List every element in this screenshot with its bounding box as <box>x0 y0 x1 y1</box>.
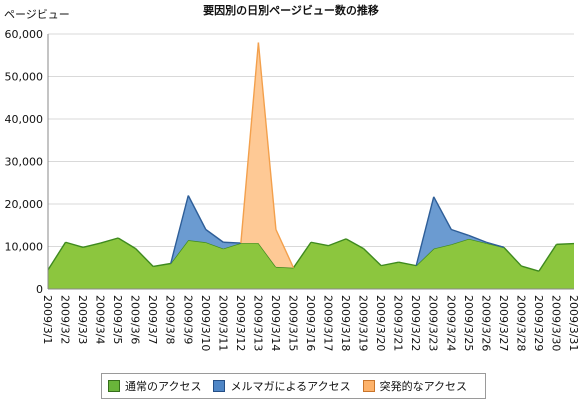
series-line-1 <box>223 241 241 244</box>
series-line-0 <box>345 238 364 250</box>
x-tick-label: 2009/3/6 <box>129 295 142 344</box>
x-tick-label: 2009/3/15 <box>286 295 299 351</box>
series-line-0 <box>538 243 558 272</box>
x-tick-label: 2009/3/25 <box>462 295 475 351</box>
legend-label-sudden: 突発的なアクセス <box>379 380 468 393</box>
x-tick-label: 2009/3/4 <box>94 295 107 344</box>
y-tick-label: 20,000 <box>5 198 44 211</box>
x-tick-label: 2009/3/12 <box>234 295 247 351</box>
series-line-2 <box>257 42 277 230</box>
series-line-0 <box>328 238 347 247</box>
series-line-0 <box>82 242 101 249</box>
x-tick-label: 2009/3/14 <box>269 295 282 351</box>
legend-item-normal: 通常のアクセス <box>108 378 201 394</box>
x-tick-label: 2009/3/27 <box>497 295 510 351</box>
legend-label-newsletter: メルマガによるアクセス <box>230 380 351 393</box>
series-line-0 <box>398 261 417 267</box>
x-tick-label: 2009/3/23 <box>427 295 440 351</box>
series-line-0 <box>503 246 522 267</box>
series-line-0 <box>100 237 119 244</box>
x-tick-label: 2009/3/5 <box>111 295 124 344</box>
area-layer <box>47 42 575 289</box>
series-line-0 <box>117 237 137 250</box>
x-tick-label: 2009/3/7 <box>146 295 159 344</box>
series-line-1 <box>187 195 207 230</box>
y-tick-label: 60,000 <box>5 28 44 41</box>
series-line-0 <box>556 242 575 246</box>
series-line-1 <box>451 228 470 237</box>
series-area-0 <box>48 238 574 289</box>
series-line-0 <box>381 261 399 267</box>
y-tick-label: 40,000 <box>5 113 44 126</box>
series-line-0 <box>65 241 84 249</box>
series-line-1 <box>468 234 487 243</box>
series-line-1 <box>486 241 505 249</box>
x-tick-label: 2009/3/26 <box>479 295 492 351</box>
legend-item-sudden: 突発的なアクセス <box>362 378 468 394</box>
legend-swatch-normal <box>108 380 120 392</box>
x-tick-label: 2009/3/3 <box>76 295 89 344</box>
series-line-0 <box>292 241 312 269</box>
x-tick-label: 2009/3/31 <box>567 295 580 351</box>
x-tick-label: 2009/3/11 <box>216 295 229 351</box>
x-tick-label: 2009/3/16 <box>304 295 317 351</box>
y-tick-label: 30,000 <box>5 156 44 169</box>
series-line-2 <box>240 42 260 244</box>
legend-swatch-newsletter <box>213 380 226 392</box>
y-axis-label: ページビュー <box>4 8 70 21</box>
legend: 通常のアクセス メルマガによるアクセス 突発的なアクセス <box>101 373 486 399</box>
x-tick-label: 2009/3/8 <box>164 295 177 344</box>
x-tick-label: 2009/3/18 <box>339 295 352 351</box>
series-line-1 <box>170 195 189 264</box>
series-line-1 <box>433 196 452 230</box>
x-tick-label: 2009/3/10 <box>199 295 212 351</box>
x-tick-label: 2009/3/22 <box>409 295 422 351</box>
y-tick-label: 0 <box>36 283 43 296</box>
x-tick-label: 2009/3/19 <box>357 295 370 351</box>
legend-item-newsletter: メルマガによるアクセス <box>213 378 351 394</box>
x-tick-label: 2009/3/21 <box>392 295 405 351</box>
chart-title: 要因別の日別ページビュー数の推移 <box>203 3 379 17</box>
series-line-0 <box>521 265 540 272</box>
x-tick-label: 2009/3/1 <box>41 295 54 344</box>
legend-swatch-sudden <box>362 380 375 392</box>
x-tick-label: 2009/3/30 <box>549 295 562 351</box>
x-tick-label: 2009/3/9 <box>181 295 194 344</box>
axis-layer: 0 10,000 20,000 30,000 40,000 50,000 60,000 200… <box>5 28 581 351</box>
x-tick-label: 2009/3/29 <box>532 295 545 351</box>
series-line-0 <box>135 248 154 267</box>
x-tick-label: 2009/3/20 <box>374 295 387 351</box>
y-tick-label: 50,000 <box>5 71 44 84</box>
series-line-1 <box>415 196 435 266</box>
x-tick-label: 2009/3/17 <box>322 295 335 351</box>
x-tick-label: 2009/3/13 <box>251 295 264 351</box>
series-line-1 <box>205 228 224 243</box>
x-tick-label: 2009/3/2 <box>59 295 72 344</box>
series-line-0 <box>153 262 171 268</box>
x-tick-label: 2009/3/28 <box>514 295 527 351</box>
series-line-0 <box>363 248 382 267</box>
legend-label-normal: 通常のアクセス <box>125 380 202 393</box>
series-line-0 <box>47 241 67 271</box>
series-line-0 <box>310 241 329 247</box>
series-line-2 <box>275 229 295 269</box>
x-tick-label: 2009/3/24 <box>444 295 457 351</box>
y-tick-label: 10,000 <box>5 241 44 254</box>
